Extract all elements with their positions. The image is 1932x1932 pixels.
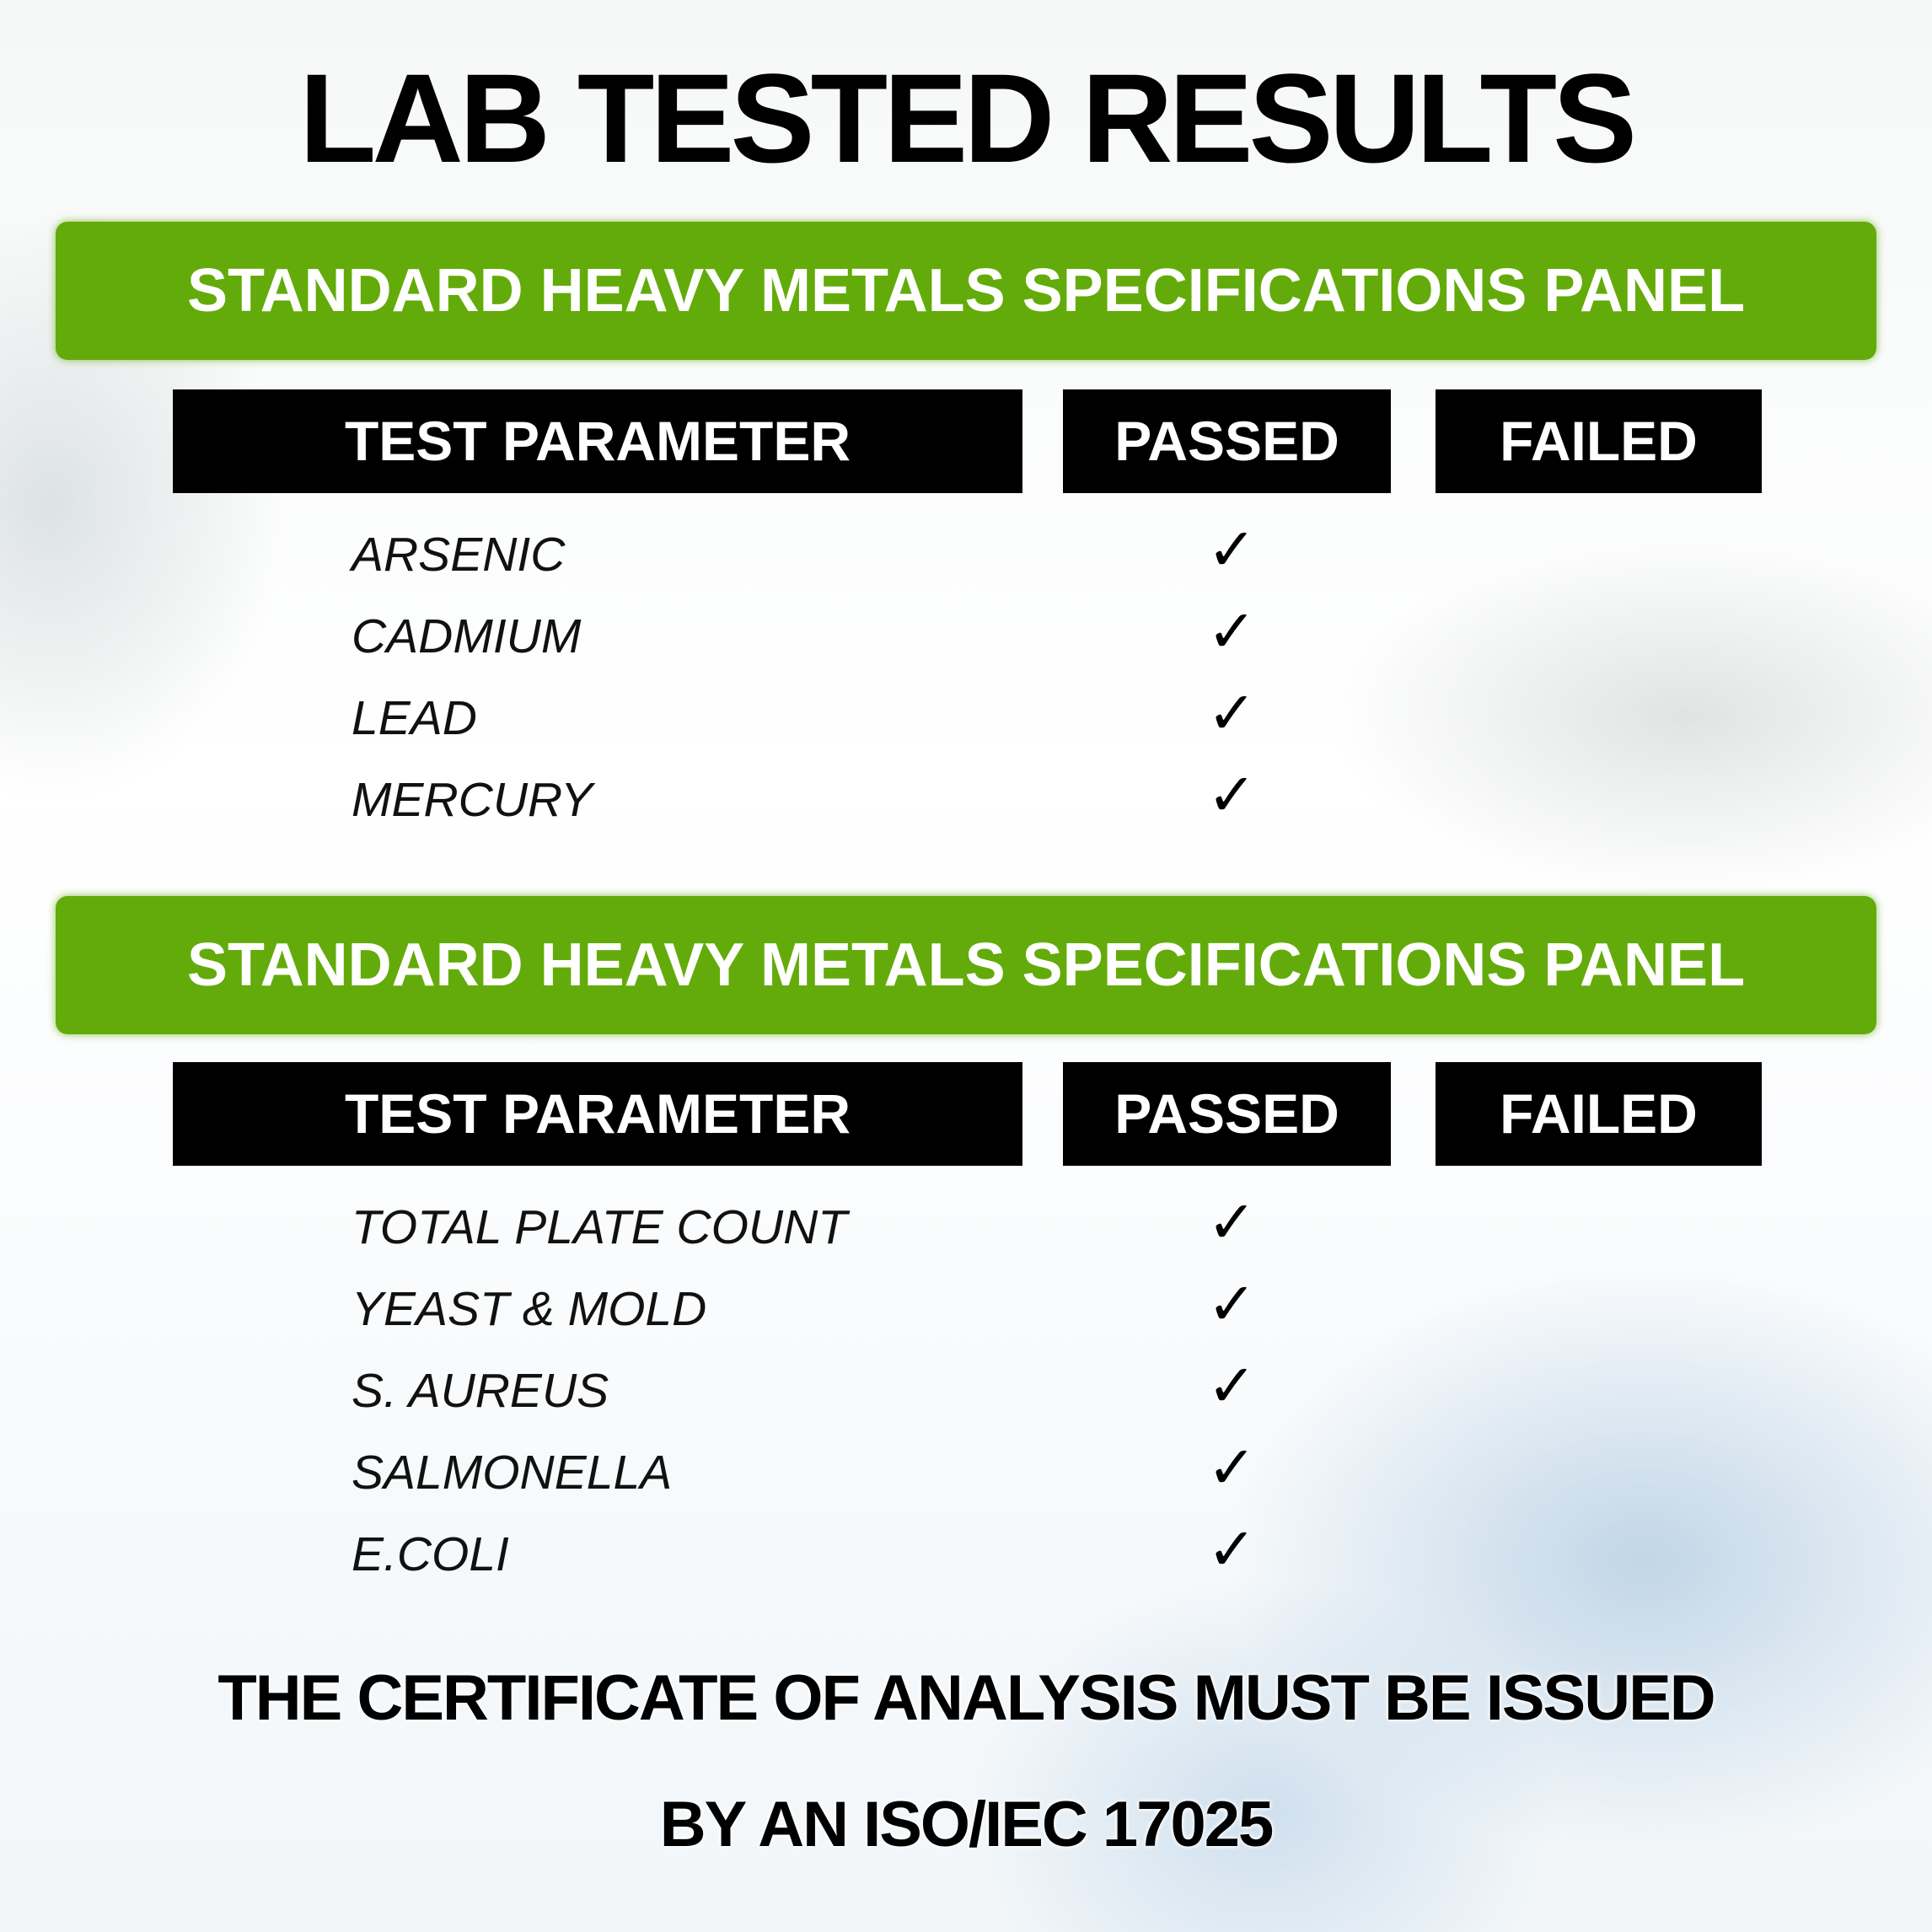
test-parameter: ARSENIC (352, 528, 566, 582)
column-header-1: PASSED (1063, 389, 1391, 493)
test-parameter: MERCURY (352, 773, 593, 827)
column-header-0: TEST PARAMETER (173, 1062, 1022, 1166)
checkmark-icon: ✓ (1207, 517, 1257, 582)
footer-line-1: THE CERTIFICATE OF ANALYSIS MUST BE ISSU… (217, 1662, 1715, 1734)
page-title: LAB TESTED RESULTS (298, 47, 1637, 189)
checkmark-icon: ✓ (1207, 1189, 1257, 1255)
checkmark-icon: ✓ (1207, 598, 1257, 664)
checkmark-icon: ✓ (1207, 1271, 1257, 1337)
panel-banner: STANDARD HEAVY METALS SPECIFICATIONS PAN… (56, 896, 1876, 1034)
test-parameter: E.COLI (352, 1527, 509, 1581)
checkmark-icon: ✓ (1207, 1353, 1257, 1419)
checkmark-icon: ✓ (1207, 1435, 1257, 1500)
panel-banner: STANDARD HEAVY METALS SPECIFICATIONS PAN… (56, 222, 1876, 360)
test-parameter: SALMONELLA (352, 1446, 673, 1500)
checkmark-icon: ✓ (1207, 1516, 1257, 1582)
column-header-2: FAILED (1436, 1062, 1762, 1166)
footer-line-2: BY AN ISO/IEC 17025 (659, 1789, 1275, 1860)
column-header-2: FAILED (1436, 389, 1762, 493)
checkmark-icon: ✓ (1207, 762, 1257, 828)
column-header-0: TEST PARAMETER (173, 389, 1022, 493)
checkmark-icon: ✓ (1207, 680, 1257, 746)
test-parameter: LEAD (352, 691, 477, 745)
column-header-1: PASSED (1063, 1062, 1391, 1166)
test-parameter: TOTAL PLATE COUNT (352, 1200, 848, 1254)
test-parameter: S. AUREUS (352, 1364, 609, 1418)
test-parameter: CADMIUM (352, 609, 582, 663)
test-parameter: YEAST & MOLD (352, 1282, 707, 1336)
